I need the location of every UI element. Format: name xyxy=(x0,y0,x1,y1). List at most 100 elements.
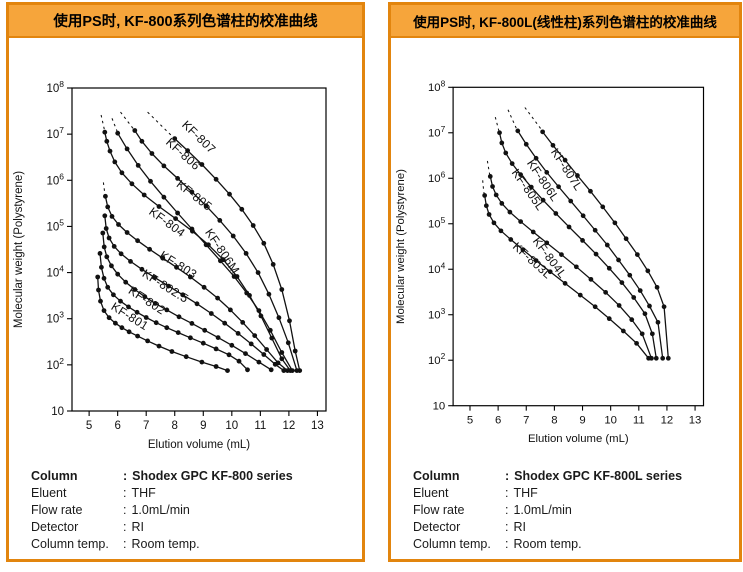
data-point xyxy=(173,216,179,222)
data-point xyxy=(540,197,546,203)
data-point xyxy=(256,359,262,365)
spec-colon: : xyxy=(123,520,127,534)
data-point xyxy=(139,138,145,144)
data-point xyxy=(573,264,579,270)
data-point xyxy=(540,129,545,135)
data-point xyxy=(515,128,521,134)
data-point xyxy=(547,269,553,275)
curve-dashed-extension xyxy=(494,117,501,133)
series-KF-806L: KF-806L xyxy=(507,109,666,361)
data-point xyxy=(647,303,652,309)
spec-colon: : xyxy=(505,537,509,551)
data-point xyxy=(634,340,639,346)
data-point xyxy=(603,289,608,295)
data-point xyxy=(111,244,117,249)
data-point xyxy=(562,157,568,163)
data-point xyxy=(148,178,153,184)
data-point xyxy=(180,292,186,298)
data-point xyxy=(264,347,269,352)
data-point xyxy=(135,163,141,168)
x-tick-label: 8 xyxy=(551,414,557,426)
spec-row: Eluent: THF xyxy=(31,485,362,502)
data-point xyxy=(175,210,181,216)
kf800-calibration-chart: 5 6 7 8 9 10 11 12 13 10 102 103 104 105 106 107 108 Elut… xyxy=(13,79,327,451)
x-tick-label: 12 xyxy=(283,420,296,432)
data-point xyxy=(229,342,235,348)
series-KF-804: KF-804 xyxy=(102,182,290,373)
data-point xyxy=(497,130,502,136)
data-point xyxy=(660,355,666,361)
data-point xyxy=(261,352,267,357)
y-tick-label: 104 xyxy=(428,260,446,276)
plot-frame xyxy=(71,87,327,412)
data-point xyxy=(215,295,221,301)
spec-label: Column xyxy=(413,469,460,483)
data-point xyxy=(102,129,108,135)
x-axis-label: Elution volume (mL) xyxy=(528,433,629,445)
data-point xyxy=(247,293,252,298)
data-point xyxy=(580,213,586,219)
data-point xyxy=(132,287,138,292)
data-point xyxy=(109,214,115,219)
data-point xyxy=(111,292,116,298)
data-point xyxy=(240,320,246,325)
data-point xyxy=(142,294,148,300)
spec-value: THF xyxy=(131,486,156,500)
data-point xyxy=(619,280,625,285)
data-point xyxy=(483,203,489,209)
data-point xyxy=(145,338,151,344)
data-point xyxy=(102,213,108,219)
data-point xyxy=(606,316,612,322)
data-point xyxy=(172,136,178,141)
curve-line xyxy=(117,132,293,371)
spec-value: Room temp. xyxy=(513,537,582,551)
spec-value: RI xyxy=(131,520,144,534)
data-point xyxy=(152,301,158,306)
data-point xyxy=(629,317,635,323)
data-point xyxy=(292,348,298,354)
data-point xyxy=(119,325,125,331)
data-point xyxy=(230,233,236,239)
data-point xyxy=(118,298,123,304)
data-point xyxy=(523,141,529,147)
data-point xyxy=(562,281,568,286)
data-point xyxy=(156,343,162,349)
data-point xyxy=(188,335,193,341)
data-point xyxy=(185,148,191,153)
data-point xyxy=(499,140,505,146)
data-point xyxy=(588,188,593,194)
data-point xyxy=(104,254,110,260)
data-point xyxy=(101,308,107,313)
spec-label: Detector xyxy=(413,520,461,534)
data-point xyxy=(520,247,526,253)
spec-value: THF xyxy=(513,486,538,500)
spec-label: Flow rate xyxy=(413,503,465,517)
curve-dashed-extension xyxy=(147,111,176,139)
data-point xyxy=(577,292,583,298)
spec-label: Flow rate xyxy=(31,503,83,517)
y-tick-label: 102 xyxy=(428,351,446,367)
panel-kf800l-header: 使用PS时, KF-800L(线性柱)系列色谱柱的校准曲线 xyxy=(391,5,739,38)
spec-colon: : xyxy=(123,486,127,500)
data-point xyxy=(103,226,109,231)
curve-line xyxy=(489,176,653,359)
data-point xyxy=(258,313,264,319)
x-tick-label: 9 xyxy=(579,414,585,426)
spec-row: Flow rate:1.0mL/min xyxy=(31,502,362,519)
data-point xyxy=(217,218,223,223)
data-point xyxy=(213,176,219,182)
spec-row: Eluent: THF xyxy=(413,485,739,502)
spec-colon: : xyxy=(505,469,510,483)
spec-row: Detector: RI xyxy=(31,519,362,536)
data-point xyxy=(645,268,651,274)
data-point xyxy=(164,307,170,313)
data-point xyxy=(498,228,504,234)
data-point xyxy=(206,242,211,248)
data-point xyxy=(623,236,629,242)
curve-dashed-extension xyxy=(100,114,106,133)
data-point xyxy=(213,364,219,369)
curve-dashed-extension xyxy=(507,109,519,132)
x-tick-label: 13 xyxy=(311,420,324,432)
data-point xyxy=(112,159,118,165)
data-point xyxy=(95,274,101,280)
